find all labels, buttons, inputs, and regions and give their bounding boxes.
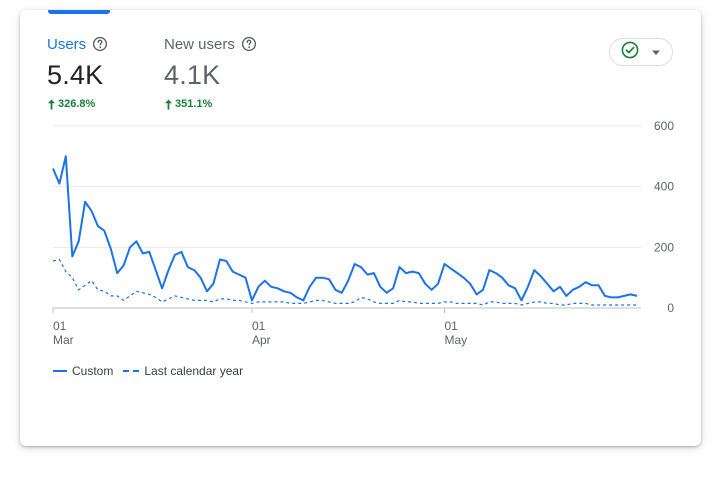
x-tick-month-label: May <box>444 333 467 347</box>
arrow-up-icon <box>47 99 56 110</box>
x-tick-month-label: Mar <box>53 333 74 347</box>
legend-label-custom: Custom <box>72 364 114 378</box>
new-users-metric-value: 4.1K <box>164 60 221 90</box>
x-tick-day-label: 01 <box>53 319 67 333</box>
check-circle-icon <box>621 41 639 64</box>
users-metric-title-row: Users <box>47 34 108 54</box>
legend-solid-line-swatch <box>53 370 67 372</box>
users-overview-card: Users 5.4K 326.8% New users <box>20 10 701 446</box>
legend-label-last-calendar-year: Last calendar year <box>144 364 244 378</box>
status-dropdown-button[interactable] <box>609 38 673 66</box>
y-tick-label: 400 <box>654 180 674 194</box>
help-circle-icon[interactable] <box>92 36 108 52</box>
y-tick-label: 200 <box>654 240 674 254</box>
legend-item-custom[interactable]: Custom <box>53 364 113 378</box>
help-circle-icon[interactable] <box>241 36 257 52</box>
users-metric-label: Users <box>47 35 87 53</box>
legend-item-last-calendar-year[interactable]: Last calendar year <box>123 364 243 378</box>
x-tick-day-label: 01 <box>444 319 458 333</box>
users-metric-tab[interactable]: Users 5.4K 326.8% <box>47 34 108 110</box>
arrow-up-icon <box>164 99 173 110</box>
series-line-last-calendar-year <box>52 258 637 306</box>
users-change-percent: 326.8% <box>58 98 96 110</box>
users-metric-value: 5.4K <box>47 60 104 90</box>
active-tab-indicator <box>48 10 110 14</box>
x-tick-day-label: 01 <box>252 319 266 333</box>
new-users-metric-title-row: New users <box>164 34 257 54</box>
new-users-metric-label: New users <box>164 35 235 53</box>
series-line-custom <box>52 155 638 302</box>
legend-dashed-line-swatch <box>123 370 140 372</box>
new-users-change-percent: 351.1% <box>175 98 213 110</box>
caret-down-icon <box>651 43 661 61</box>
users-metric-change: 326.8% <box>47 98 108 110</box>
y-tick-label: 0 <box>667 301 674 315</box>
new-users-metric-change: 351.1% <box>164 98 257 110</box>
new-users-metric-tab[interactable]: New users 4.1K 351.1% <box>164 34 257 110</box>
y-tick-label: 600 <box>654 119 674 133</box>
chart-legend: Custom Last calendar year <box>53 364 253 378</box>
x-tick-month-label: Apr <box>252 333 271 347</box>
